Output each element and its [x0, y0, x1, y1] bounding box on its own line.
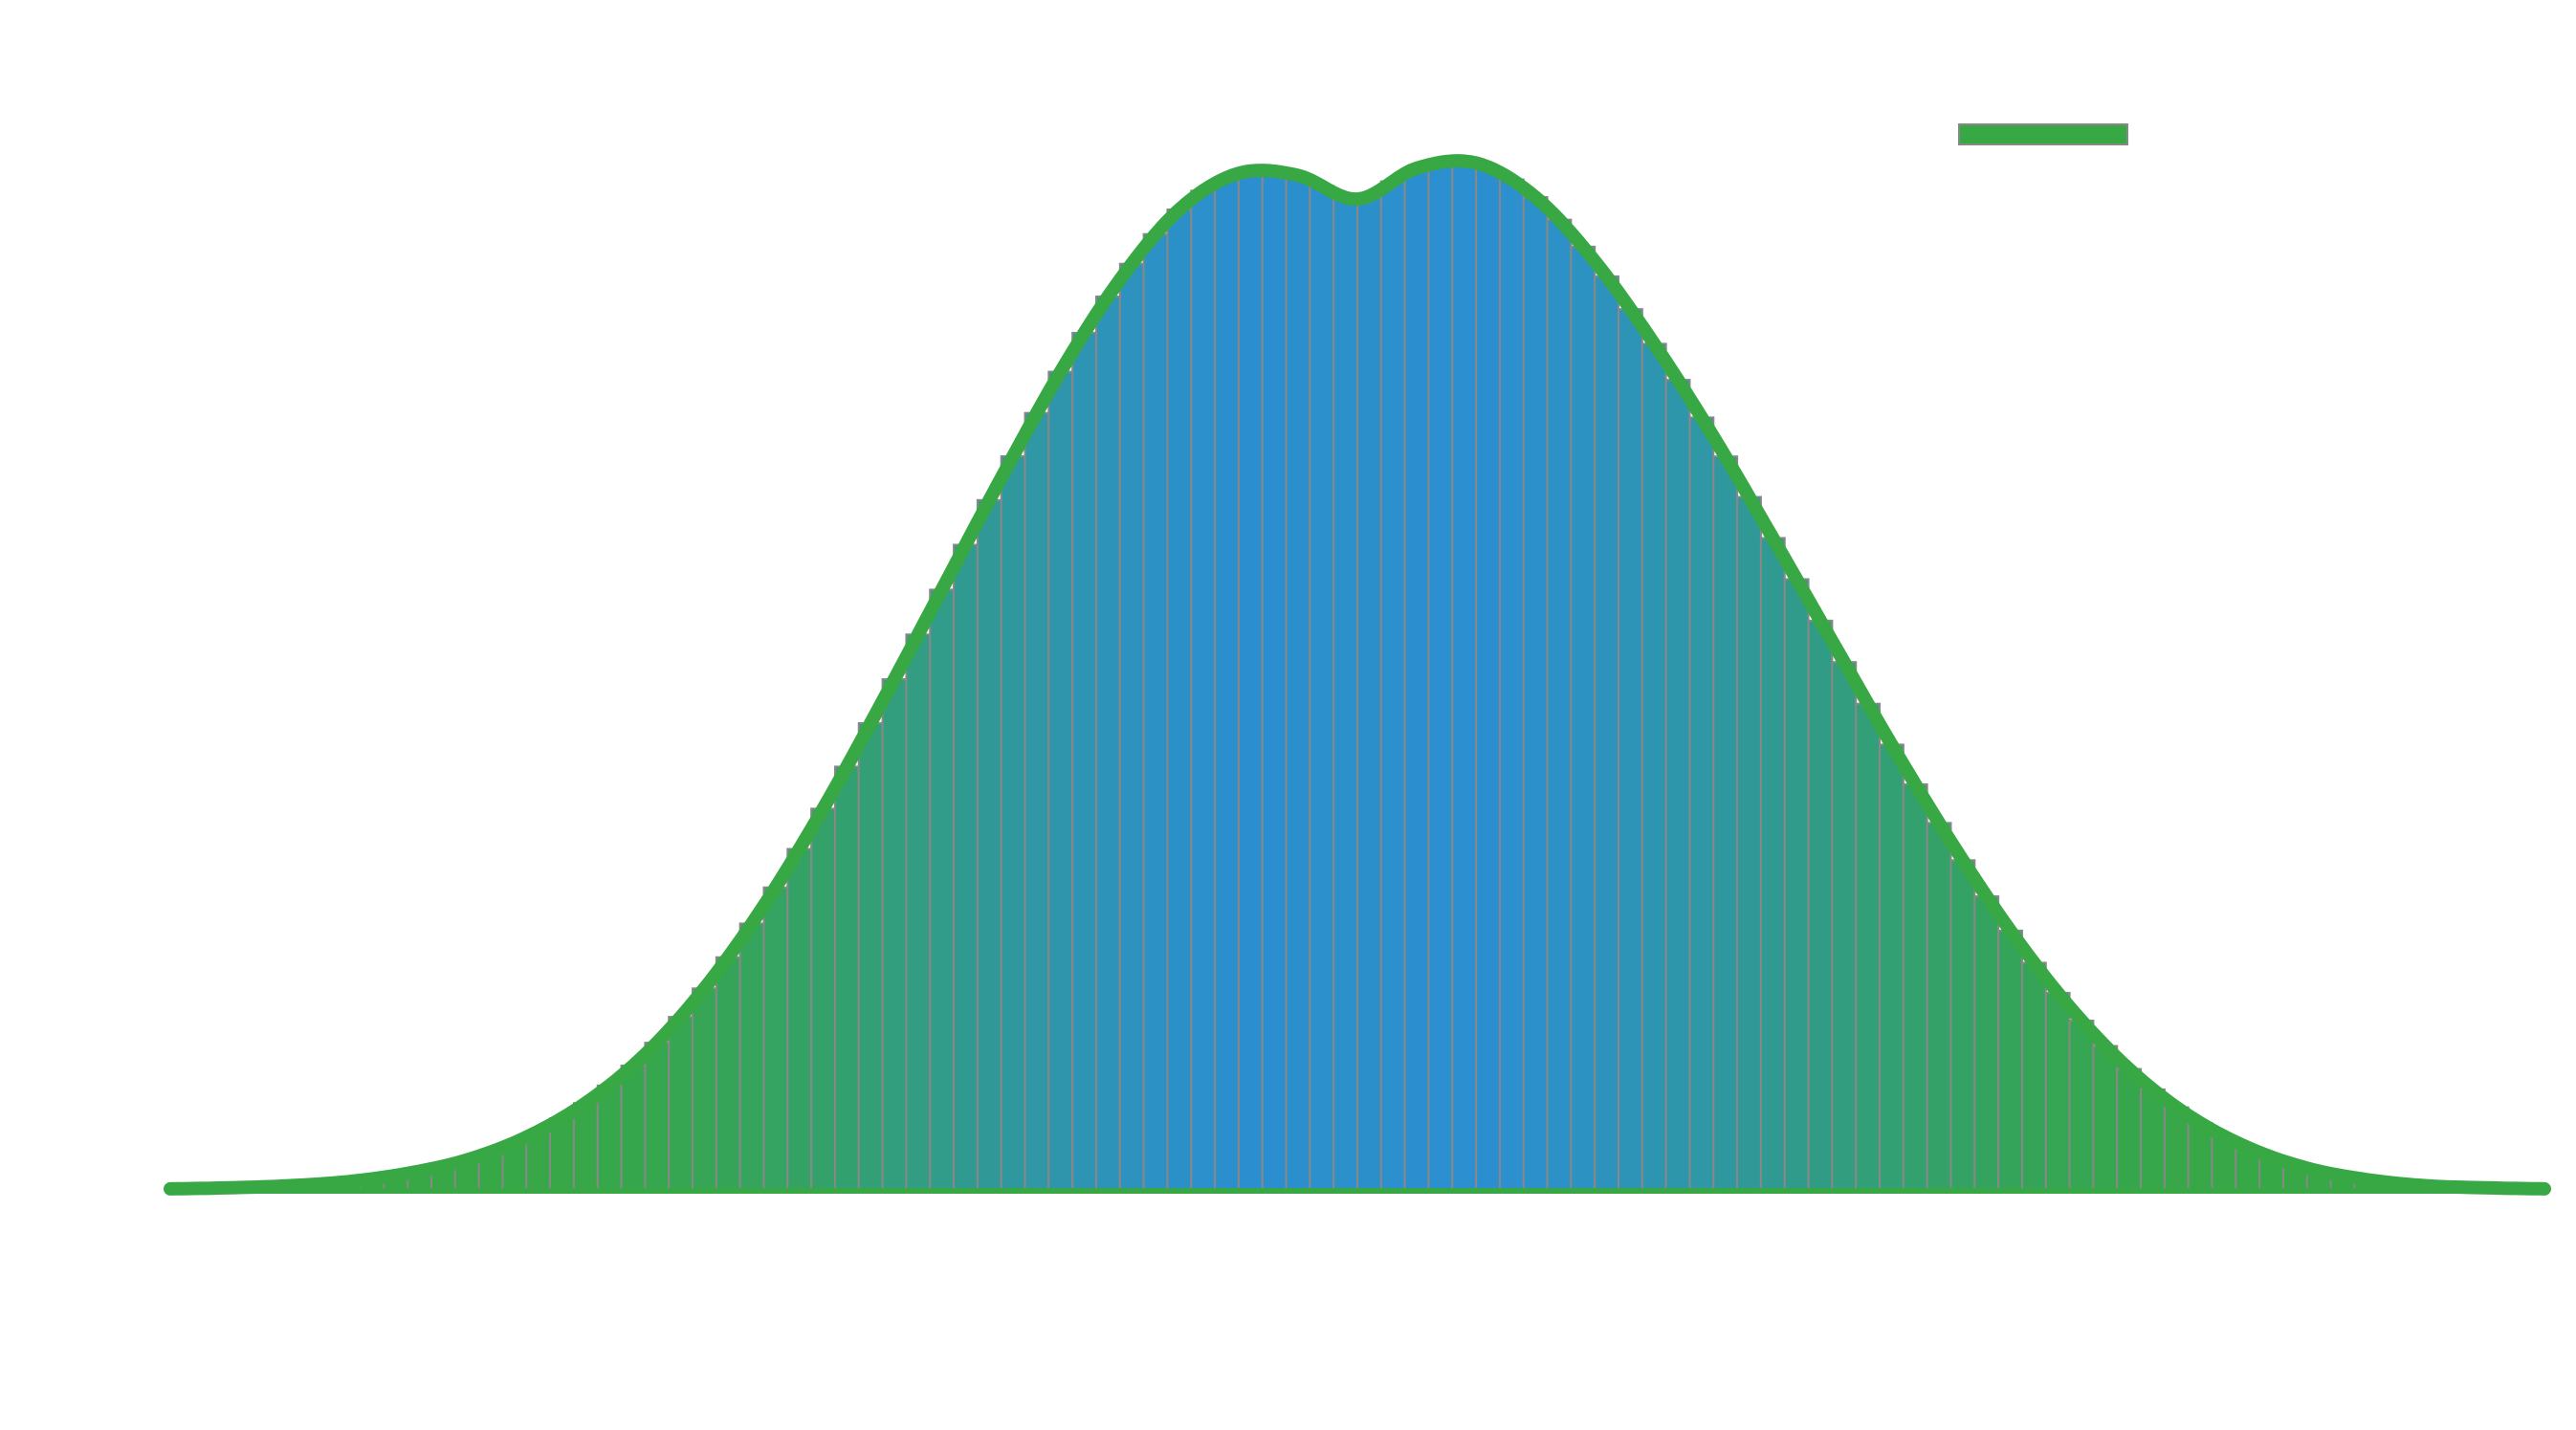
histogram-bar	[1831, 661, 1858, 1192]
histogram-bar	[2092, 1045, 2119, 1193]
histogram-bar	[1071, 331, 1097, 1192]
histogram-bar	[2020, 961, 2047, 1192]
histogram-bar	[1618, 308, 1643, 1192]
density-curve-layer	[164, 154, 2551, 1196]
histogram-bar	[1498, 178, 1525, 1192]
histogram-bar	[2116, 1067, 2143, 1193]
histogram-bar	[1451, 160, 1478, 1192]
histogram-bar	[1664, 379, 1691, 1192]
histogram-bar	[1688, 416, 1715, 1192]
histogram-bar	[1759, 537, 1786, 1192]
histogram-bar	[2044, 991, 2071, 1192]
histogram-bar	[1403, 166, 1430, 1192]
histogram-bar	[1047, 370, 1074, 1192]
histogram-bar	[953, 543, 979, 1192]
histogram-bar	[833, 765, 860, 1193]
histogram-bar	[929, 588, 956, 1192]
histogram-bar	[596, 1084, 623, 1192]
histogram-bar	[881, 678, 908, 1192]
histogram-bar	[976, 498, 1002, 1192]
histogram-bar	[1118, 262, 1145, 1193]
histogram-bar	[1000, 454, 1026, 1192]
histogram-bar	[1902, 782, 1928, 1192]
histogram-bar	[692, 987, 717, 1192]
histogram-bar	[786, 847, 813, 1192]
histogram-bar	[1879, 743, 1904, 1192]
histogram-bar	[1640, 342, 1667, 1192]
histogram-bar	[1261, 169, 1288, 1193]
histogram-bar	[905, 633, 932, 1192]
histogram-bar	[1783, 578, 1810, 1192]
histogram-bar	[1570, 245, 1596, 1192]
histogram-bar	[1973, 895, 2000, 1192]
histogram-bar	[1594, 275, 1620, 1192]
histogram-bar	[810, 807, 836, 1193]
histogram-bar	[2068, 1019, 2095, 1192]
histogram-bar	[1094, 295, 1121, 1193]
histogram-bar	[1142, 232, 1169, 1193]
histogram-bar	[1997, 929, 2023, 1193]
density-curve	[164, 154, 2551, 1196]
histogram-bar	[1427, 161, 1454, 1193]
histogram-bar	[668, 1016, 694, 1192]
legend-swatch	[1958, 123, 2128, 145]
histogram-bar	[1285, 174, 1311, 1193]
histogram-bar	[1332, 196, 1359, 1192]
histogram-bar	[1356, 194, 1382, 1193]
histogram-bar	[1309, 185, 1335, 1192]
histogram-bar	[1522, 196, 1549, 1192]
histogram-bar	[1807, 619, 1834, 1192]
histogram-bar	[1546, 218, 1573, 1192]
histogram-bar	[1949, 859, 1976, 1192]
histogram-bar	[1166, 209, 1193, 1192]
histogram-bar	[620, 1065, 647, 1193]
histogram-bar	[715, 956, 741, 1192]
histogram-bar	[1855, 702, 1882, 1193]
histogram-bar	[1237, 169, 1264, 1193]
histogram-bar	[2140, 1088, 2166, 1193]
histogram-bar	[1475, 165, 1501, 1192]
histogram-bar	[1736, 495, 1762, 1192]
histogram-bar	[1024, 411, 1050, 1192]
histogram-bar	[762, 886, 789, 1192]
histogram-bar	[644, 1042, 671, 1192]
histogram-bar	[1190, 189, 1217, 1192]
histogram-bar	[738, 922, 765, 1192]
histogram-bars	[169, 160, 2545, 1193]
histogram-bar	[857, 721, 884, 1192]
histogram-bar	[1214, 176, 1240, 1192]
histogram-bar	[1926, 822, 1952, 1192]
legend	[1958, 123, 2128, 145]
histogram-bar	[1379, 180, 1406, 1192]
histogram-bar	[1712, 455, 1739, 1192]
